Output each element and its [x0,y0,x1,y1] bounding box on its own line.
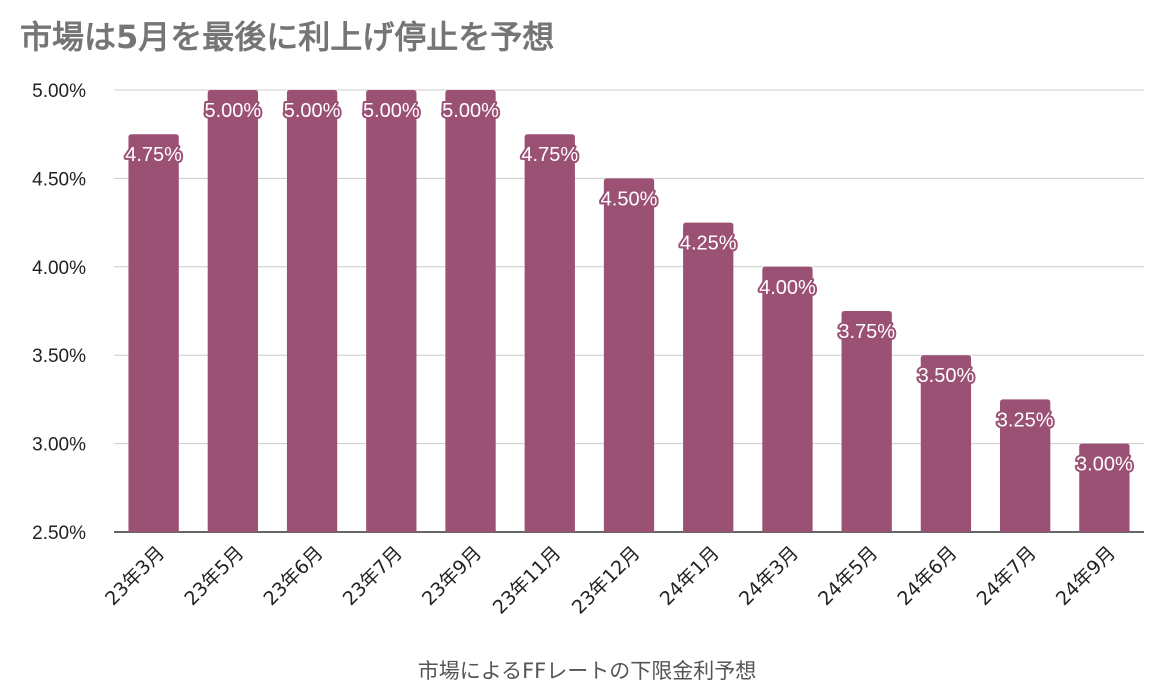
data-label: 5.00% [284,100,341,122]
data-label: 5.00% [363,100,420,122]
y-tick-label: 3.00% [32,435,86,456]
x-tick-label: 24年6月 [893,542,961,610]
bar [1079,443,1130,532]
bar [683,222,734,532]
x-tick-label: 24年7月 [973,542,1041,610]
x-tick-label: 24年3月 [735,542,803,610]
data-label: 3.00% [1076,454,1133,476]
data-labels: 4.75% 5.00% 5.00% 5.00% 5.00% 4.75% 4.50% 4.25%… [123,98,1135,478]
y-tick-label: 4.50% [32,169,86,190]
y-tick-label: 2.50% [32,523,86,544]
bar [524,134,575,532]
bar [366,90,417,532]
x-tick-label: 24年9月 [1052,542,1120,610]
bar [841,311,892,532]
data-label: 4.25% [680,233,737,255]
data-label: 4.50% [601,188,658,210]
data-label: 4.75% [521,144,578,166]
x-axis-label: 市場によるFFレートの下限金利予想 [417,659,757,683]
y-tick-label: 5.00% [32,81,86,102]
data-label: 4.00% [759,277,816,299]
bar [286,90,338,532]
x-tick-label: 24年5月 [814,542,882,610]
bars [128,90,1130,532]
y-axis-ticks: 2.50% 3.00% 3.50% 4.00% 4.50% 5.00% [32,81,86,544]
bar [445,90,496,532]
x-axis-ticks: 23年3月 23年5月 23年6月 23年7月 23年9月 23年11月 23年12月 24年… [101,542,1120,619]
x-tick-label: 23年9月 [418,542,486,610]
x-tick-label: 23年6月 [260,542,328,610]
x-tick-label: 24年1月 [656,542,724,610]
y-tick-label: 4.00% [32,258,86,279]
bar [128,134,179,532]
data-label: 3.75% [838,321,895,343]
y-tick-label: 3.50% [32,346,86,367]
bar [603,178,655,532]
chart-title: 市場は5月を最後に利上げ停止を予想 [20,18,555,56]
bar [999,399,1051,532]
x-tick-label: 23年3月 [101,542,169,610]
data-label: 3.50% [918,365,975,387]
data-label: 5.00% [204,100,261,122]
bar [762,266,813,532]
x-tick-label: 23年7月 [339,542,407,610]
x-tick-label: 23年12月 [568,542,645,619]
data-label: 4.75% [125,144,182,166]
data-label: 5.00% [442,100,499,122]
x-tick-label: 23年11月 [489,542,566,619]
bar [207,90,259,532]
data-label: 3.25% [997,409,1054,431]
x-tick-label: 23年5月 [180,542,248,610]
bar [920,355,972,532]
